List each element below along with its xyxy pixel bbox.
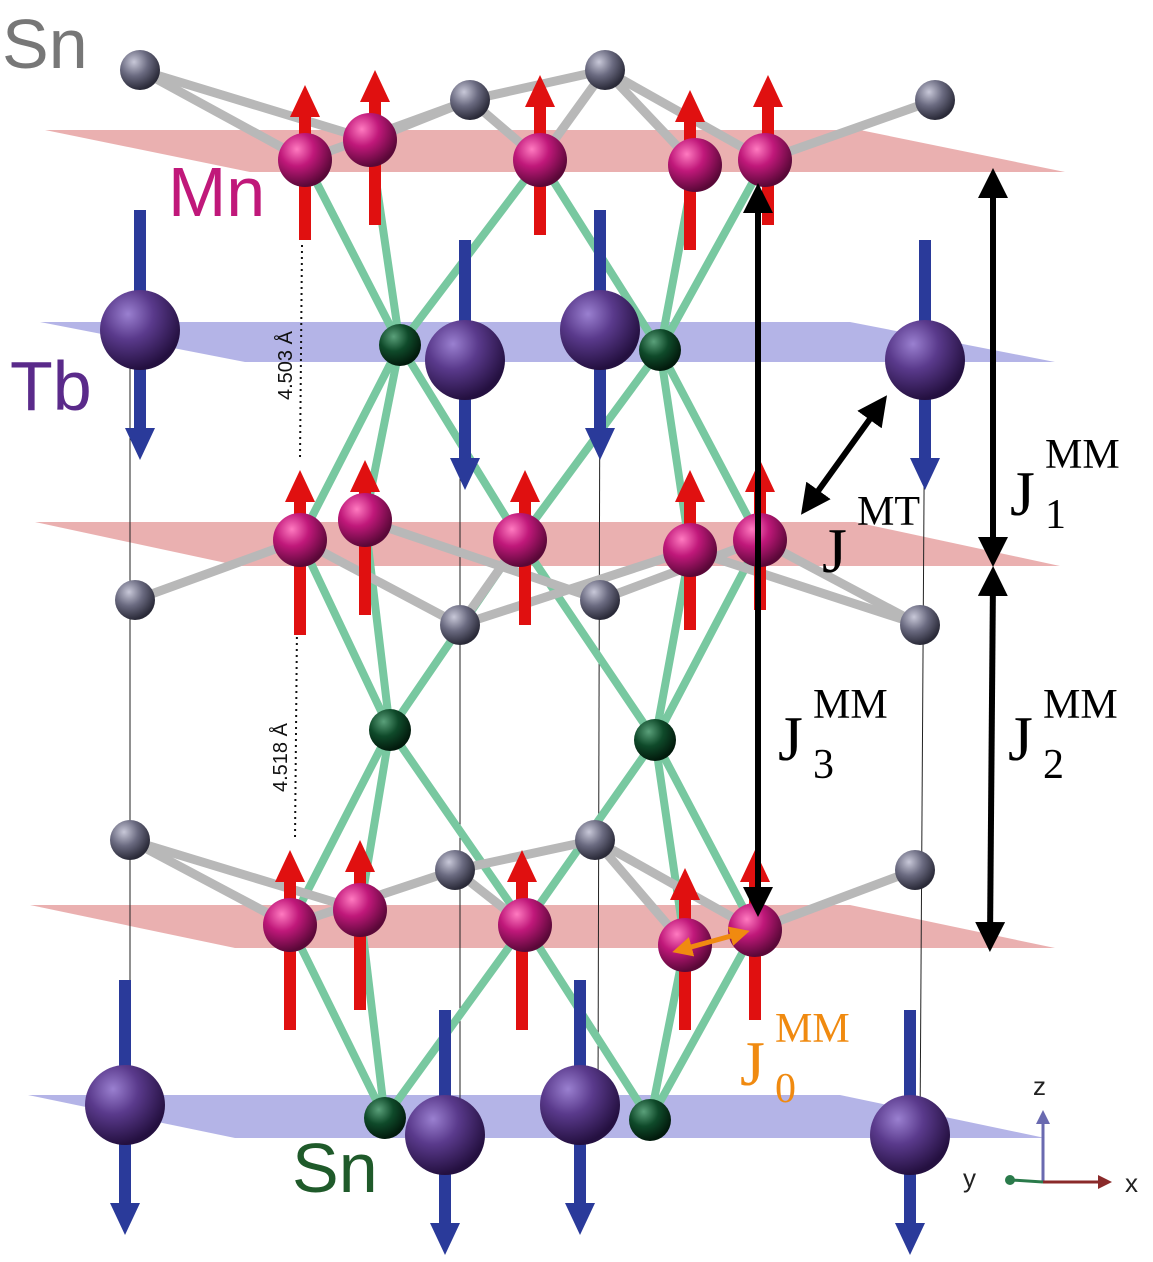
tb-atom [870, 1095, 950, 1175]
mn-atom [273, 513, 327, 567]
tb-label: Tb [10, 347, 92, 425]
sn-kagome-atom [915, 80, 955, 120]
j3-label: J MM 3 [778, 682, 888, 788]
j0-label: J MM 0 [740, 1006, 850, 1112]
mn-atom [668, 138, 722, 192]
j0-sup: MM [775, 1006, 850, 1052]
j1-sup: MM [1045, 432, 1120, 478]
j3-sub: 3 [813, 742, 834, 788]
jmt-arrow [800, 395, 888, 515]
j2-main: J [1008, 703, 1033, 774]
sn-kagome-atom [120, 50, 160, 90]
distance-label-upper: 4.503 Å [274, 330, 297, 400]
sn-chain-label: Sn [292, 1129, 378, 1207]
mn-label: Mn [168, 153, 265, 231]
j2-sub: 2 [1043, 742, 1064, 788]
sn-kagome-atom [580, 580, 620, 620]
sn-chain-atom [629, 1099, 671, 1141]
j2-sup: MM [1043, 682, 1118, 728]
sn-kagome-atom [575, 820, 615, 860]
j1-sub: 1 [1045, 492, 1066, 538]
sn-kagome-atom [585, 50, 625, 90]
z-axis-label: z [1033, 1071, 1046, 1101]
j1-main: J [1010, 458, 1035, 529]
sn-chain-atom [369, 709, 411, 751]
axis-triad: z x y [963, 1071, 1138, 1198]
tb-plane-upper [40, 322, 1055, 362]
mn-atom [498, 898, 552, 952]
mn-atom [278, 133, 332, 187]
coupling-arrows [672, 168, 1008, 957]
sn-chain-atom [379, 324, 421, 366]
y-axis-head [1005, 1175, 1015, 1185]
tb-plane-bottom [28, 1095, 1045, 1138]
tb-atom [540, 1065, 620, 1145]
jmt-label: J MT [822, 489, 920, 586]
mn-atom [333, 883, 387, 937]
sn-kagome-label: Sn [2, 5, 88, 83]
j2-arrow [975, 566, 1008, 952]
z-axis-head [1036, 1110, 1050, 1124]
j3-main: J [778, 703, 803, 774]
sn-kagome-atom [435, 850, 475, 890]
mn-atom [663, 523, 717, 577]
mn-atom [513, 133, 567, 187]
y-axis-line [1011, 1178, 1044, 1184]
sn-chain-atom [364, 1097, 406, 1139]
mn-atom [338, 493, 392, 547]
tb-atom [85, 1065, 165, 1145]
tb-atom [405, 1095, 485, 1175]
mn-atom [728, 903, 782, 957]
sn-chain-atom [639, 329, 681, 371]
sn-kagome-atom [440, 605, 480, 645]
tb-atom [100, 290, 180, 370]
j2-label: J MM 2 [1008, 682, 1118, 788]
x-axis-label: x [1125, 1168, 1138, 1198]
jmt-sup: MT [857, 489, 920, 535]
mn-atom [493, 513, 547, 567]
j0-main: J [740, 1028, 765, 1099]
mn-atom [263, 898, 317, 952]
sn-kagome-atom [110, 820, 150, 860]
sn-chain-atom [634, 719, 676, 761]
tb-atom [885, 320, 965, 400]
sn-kagome-atom [895, 850, 935, 890]
j3-sup: MM [813, 682, 888, 728]
mn-atom [738, 133, 792, 187]
jmt-main: J [822, 515, 847, 586]
j1-label: J MM 1 [1010, 432, 1120, 538]
j0-sub: 0 [775, 1066, 796, 1112]
distance-label-lower: 4.518 Å [269, 722, 292, 792]
tb-atom [425, 320, 505, 400]
sn-kagome-atom [450, 80, 490, 120]
y-axis-label: y [963, 1163, 976, 1193]
tb-atom [560, 290, 640, 370]
x-axis-head [1098, 1175, 1112, 1189]
j0-arrow [672, 926, 750, 957]
sn-kagome-atom [900, 605, 940, 645]
sn-kagome-atom [115, 580, 155, 620]
mn-atom [343, 113, 397, 167]
